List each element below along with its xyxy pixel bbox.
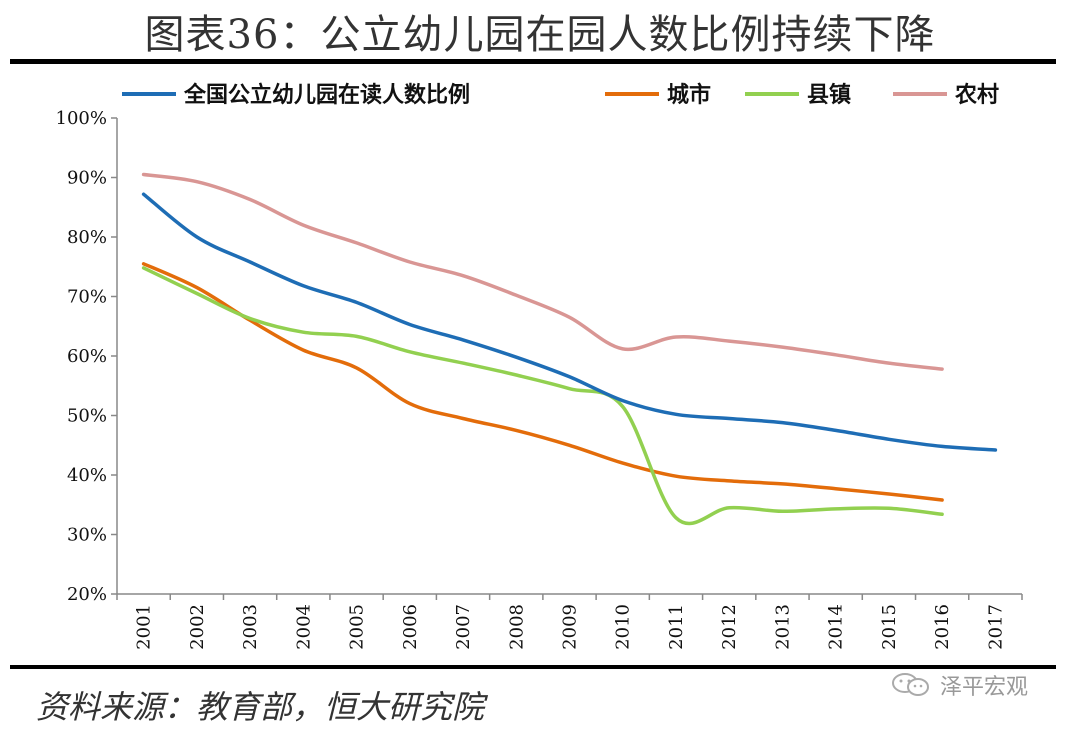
bottom-rule: [10, 665, 1056, 669]
legend-label-city: 城市: [667, 82, 711, 108]
y-tick-label: 100%: [56, 108, 107, 129]
x-tick-label: 2007: [453, 604, 474, 650]
x-tick-label: 2006: [400, 604, 421, 650]
x-tick-label: 2004: [293, 604, 314, 650]
x-tick-label: 2005: [347, 604, 368, 650]
y-tick-label: 70%: [67, 287, 107, 308]
y-tick-label: 50%: [67, 406, 107, 427]
source-note: 资料来源：教育部，恒大研究院: [36, 688, 485, 726]
x-tick-label: 2008: [506, 604, 527, 650]
x-tick-label: 2012: [719, 604, 740, 650]
y-tick-label: 80%: [67, 227, 107, 248]
series-lines: [141, 172, 998, 526]
x-tick-label: 2016: [932, 604, 953, 650]
x-tick-label: 2009: [560, 604, 581, 650]
x-tick-label: 2011: [666, 604, 687, 650]
x-tick-label: 2013: [772, 604, 793, 650]
x-tick-label: 2001: [134, 604, 155, 650]
x-tick-label: 2002: [187, 604, 208, 650]
y-tick-label: 30%: [67, 525, 107, 546]
legend: 全国公立幼儿园在读人数比例 城市 县镇 农村: [122, 82, 999, 108]
x-tick-label: 2014: [826, 604, 847, 650]
x-tick-label: 2017: [985, 604, 1006, 650]
top-rule: [10, 59, 1056, 64]
chart-title: 图表36：公立幼儿园在园人数比例持续下降: [144, 12, 936, 58]
y-tick-label: 40%: [67, 465, 107, 486]
wechat-icon: [892, 673, 929, 696]
series-line-town: [141, 266, 944, 526]
line-chart: 全国公立幼儿园在读人数比例 城市 县镇 农村 100% 90% 80% 70% 60% 50% 4…: [56, 82, 1023, 650]
legend-label-national: 全国公立幼儿园在读人数比例: [183, 82, 470, 108]
series-line-rural: [141, 172, 944, 371]
series-line-national: [141, 192, 998, 452]
x-tick-label: 2015: [879, 604, 900, 650]
axes: 100% 90% 80% 70% 60% 50% 40% 30% 20% 2001 2002 2003…: [56, 108, 1023, 650]
y-tick-label: 20%: [67, 584, 107, 605]
series-line-city: [141, 262, 944, 502]
brand-watermark: 泽平宏观: [890, 672, 1029, 700]
brand-name: 泽平宏观: [940, 675, 1029, 700]
legend-label-rural: 农村: [954, 82, 999, 108]
y-tick-label: 90%: [67, 168, 107, 189]
y-tick-label: 60%: [67, 346, 107, 367]
x-tick-label: 2010: [613, 604, 634, 650]
legend-label-town: 县镇: [807, 83, 851, 108]
x-tick-label: 2003: [240, 604, 261, 650]
